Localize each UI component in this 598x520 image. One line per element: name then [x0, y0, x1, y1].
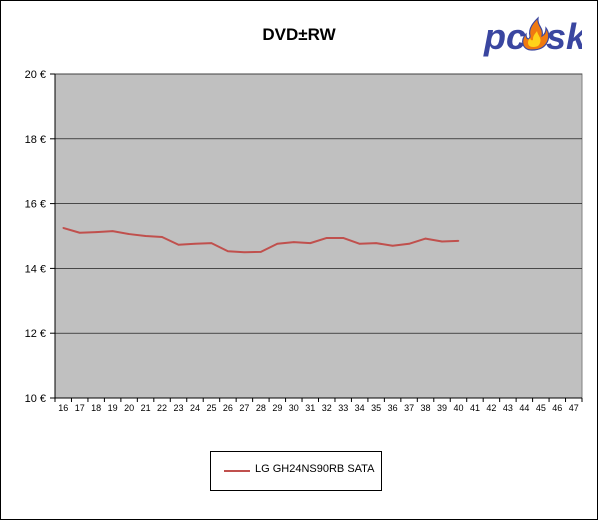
x-tick-label: 42	[486, 403, 496, 413]
series-point	[111, 230, 114, 232]
series-point	[78, 231, 81, 234]
x-tick-label: 25	[206, 403, 216, 413]
x-tick-label: 39	[437, 403, 447, 413]
chart-title: DVD±RW	[262, 25, 336, 44]
x-tick-label: 33	[338, 403, 348, 413]
series-point	[276, 242, 279, 245]
x-tick-label: 20	[124, 403, 134, 413]
x-tick-label: 31	[305, 403, 315, 413]
x-tick-label: 23	[174, 403, 184, 413]
logo-text-right: sk	[546, 16, 582, 57]
x-tick-label: 29	[272, 403, 282, 413]
x-tick-label: 19	[108, 403, 118, 413]
series-point	[408, 242, 410, 245]
x-tick-label: 16	[58, 403, 68, 413]
x-tick-label: 34	[355, 403, 365, 413]
x-tick-label: 41	[470, 403, 480, 413]
x-tick-label: 46	[552, 403, 562, 413]
x-tick-label: 21	[141, 403, 151, 413]
series-point	[309, 242, 312, 244]
x-tick-label: 30	[289, 403, 299, 413]
series-point	[95, 231, 97, 233]
series-point	[358, 242, 361, 245]
series-point	[375, 242, 377, 244]
series-point	[62, 227, 65, 229]
series-point	[342, 237, 345, 239]
series-point	[424, 237, 427, 240]
series-point	[210, 242, 213, 244]
x-tick-label: 17	[75, 403, 85, 413]
y-tick-label: 18 €	[25, 134, 46, 146]
plot-background	[54, 73, 583, 399]
series-point	[227, 250, 229, 253]
x-tick-label: 18	[91, 403, 101, 413]
y-tick-label: 16 €	[25, 199, 46, 211]
series-point	[325, 237, 328, 239]
x-tick-label: 38	[421, 403, 431, 413]
series-point	[194, 242, 196, 245]
x-tick-label: 44	[519, 403, 529, 413]
y-tick-label: 12 €	[25, 328, 46, 340]
series-point	[391, 244, 394, 247]
logo-text-left: pc	[483, 16, 526, 57]
x-tick-label: 37	[404, 403, 414, 413]
series-point	[441, 240, 443, 243]
x-tick-label: 27	[239, 403, 249, 413]
x-tick-label: 32	[322, 403, 332, 413]
chart-legend: LG GH24NS90RB SATA	[210, 451, 382, 491]
series-point	[144, 235, 147, 237]
y-tick-label: 10 €	[25, 393, 46, 405]
series-point	[128, 233, 130, 235]
y-tick-label: 20 €	[25, 69, 46, 81]
legend-swatch	[224, 470, 250, 472]
x-tick-label: 40	[453, 403, 463, 413]
x-tick-label: 36	[388, 403, 398, 413]
series-point	[457, 240, 460, 242]
series-point	[177, 243, 180, 246]
x-tick-label: 24	[190, 403, 200, 413]
x-tick-label: 43	[503, 403, 513, 413]
series-point	[260, 251, 262, 253]
x-tick-label: 26	[223, 403, 233, 413]
series-point	[292, 241, 295, 243]
legend-label: LG GH24NS90RB SATA	[255, 463, 375, 475]
x-tick-label: 22	[157, 403, 167, 413]
x-tick-label: 28	[256, 403, 266, 413]
series-point	[243, 251, 246, 253]
y-tick-label: 14 €	[25, 263, 46, 275]
pcfsk-logo: pc sk	[483, 16, 582, 57]
x-tick-label: 45	[536, 403, 546, 413]
x-tick-label: 35	[371, 403, 381, 413]
series-point	[161, 236, 163, 238]
x-tick-label: 47	[569, 403, 579, 413]
